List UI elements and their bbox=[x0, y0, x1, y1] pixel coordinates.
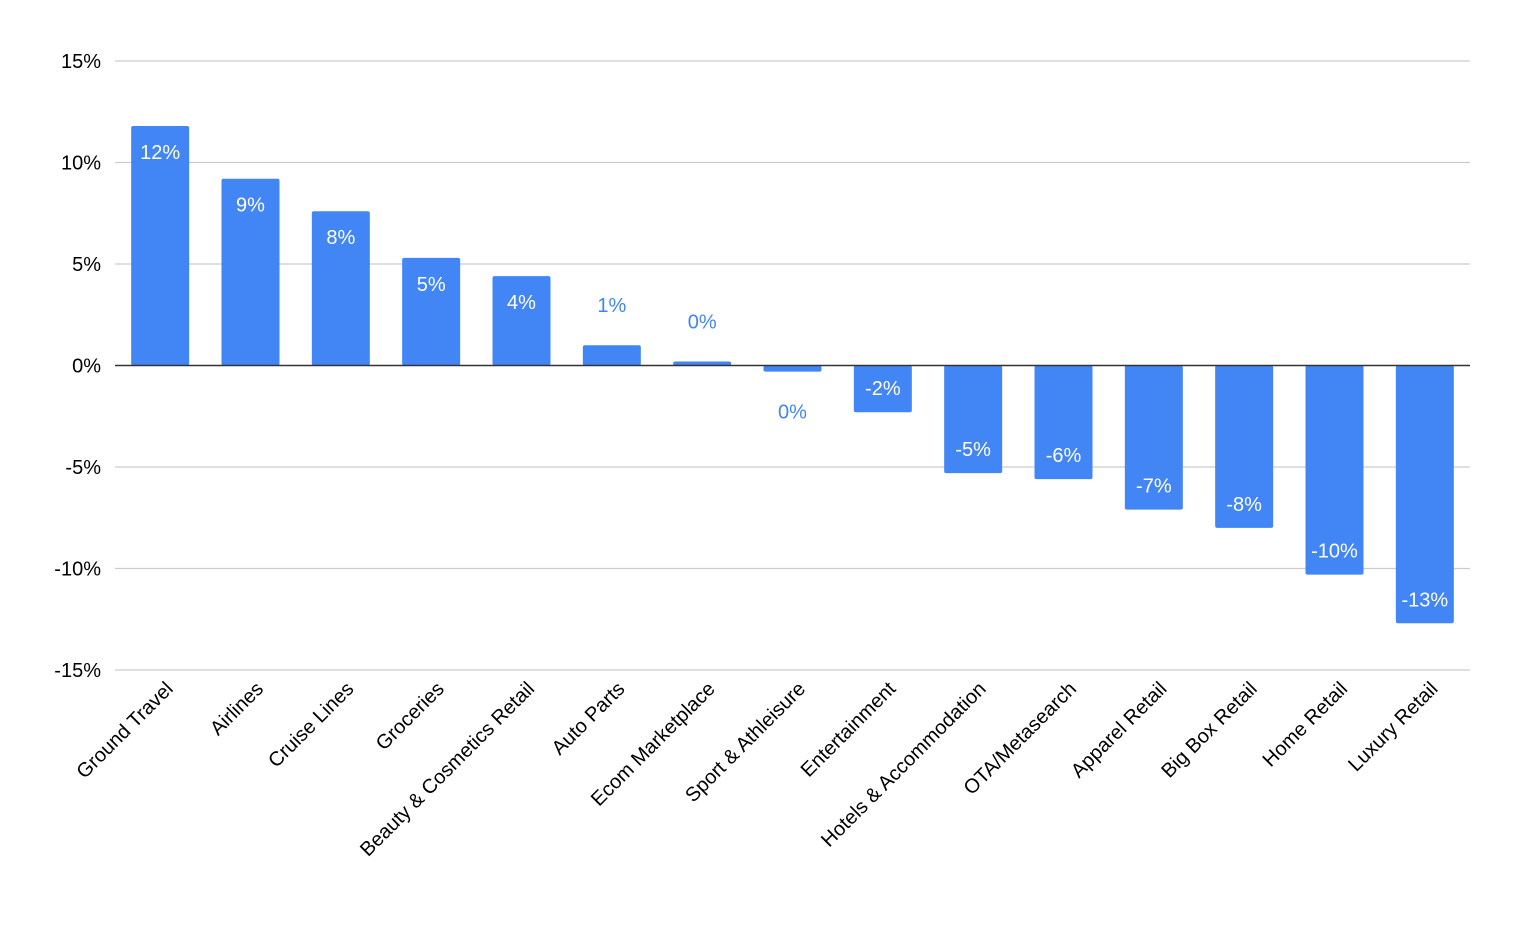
y-tick-label: -15% bbox=[54, 660, 101, 682]
y-tick-label: -5% bbox=[65, 457, 101, 479]
bar bbox=[582, 345, 641, 366]
x-category-label: Big Box Retail bbox=[1157, 678, 1261, 782]
bar bbox=[221, 178, 280, 366]
y-tick-label: 5% bbox=[72, 254, 101, 276]
bar bbox=[492, 276, 551, 366]
data-labels: 12% 9% 8% 5% 4% 1% 0% 0% -2% -5% -6% -7% -8% -10% -13% bbox=[140, 142, 1448, 611]
bar bbox=[763, 365, 822, 372]
data-label: -10% bbox=[1311, 541, 1358, 563]
data-label: -8% bbox=[1226, 494, 1262, 516]
data-label: 0% bbox=[688, 311, 717, 333]
x-category-label: Entertainment bbox=[797, 678, 901, 782]
bar bbox=[853, 365, 912, 413]
bar bbox=[131, 125, 190, 366]
x-category-label: Groceries bbox=[372, 678, 449, 755]
x-category-label: Beauty & Cosmetics Retail bbox=[356, 678, 539, 861]
x-category-label: Apparel Retail bbox=[1067, 678, 1171, 782]
data-label: 1% bbox=[597, 295, 626, 317]
bar bbox=[402, 257, 461, 366]
y-tick-label: 15% bbox=[61, 51, 101, 73]
x-category-label: Cruise Lines bbox=[264, 678, 358, 772]
bar bbox=[1215, 365, 1274, 528]
bar bbox=[1395, 365, 1454, 624]
bar bbox=[1124, 365, 1183, 510]
x-category-label: Auto Parts bbox=[548, 678, 630, 760]
data-label: -7% bbox=[1136, 476, 1172, 498]
y-axis-ticks: 15% 10% 5% 0% -5% -10% -15% bbox=[54, 51, 101, 682]
data-label: 0% bbox=[778, 402, 807, 424]
data-label: -6% bbox=[1046, 445, 1082, 467]
x-category-label: Ground Travel bbox=[73, 678, 178, 783]
data-label: -13% bbox=[1401, 589, 1448, 611]
data-label: -5% bbox=[955, 439, 991, 461]
data-label: 9% bbox=[236, 195, 265, 217]
data-label: 5% bbox=[417, 274, 446, 296]
x-category-label: Airlines bbox=[206, 678, 268, 740]
bar bbox=[311, 211, 370, 366]
bar bbox=[673, 361, 732, 366]
y-tick-label: -10% bbox=[54, 559, 101, 581]
bar bbox=[1305, 365, 1364, 575]
bar bbox=[944, 365, 1003, 474]
data-label: 12% bbox=[140, 142, 180, 164]
x-category-label: Home Retail bbox=[1259, 678, 1352, 771]
bars bbox=[131, 125, 1454, 624]
y-tick-label: 10% bbox=[61, 153, 101, 175]
y-tick-label: 0% bbox=[72, 356, 101, 378]
data-label: 4% bbox=[507, 292, 536, 314]
data-label: 8% bbox=[326, 227, 355, 249]
bar bbox=[1034, 365, 1093, 480]
x-category-label: Luxury Retail bbox=[1344, 678, 1442, 776]
data-label: -2% bbox=[865, 378, 901, 400]
x-category-label: Hotels & Accommodation bbox=[817, 678, 991, 852]
